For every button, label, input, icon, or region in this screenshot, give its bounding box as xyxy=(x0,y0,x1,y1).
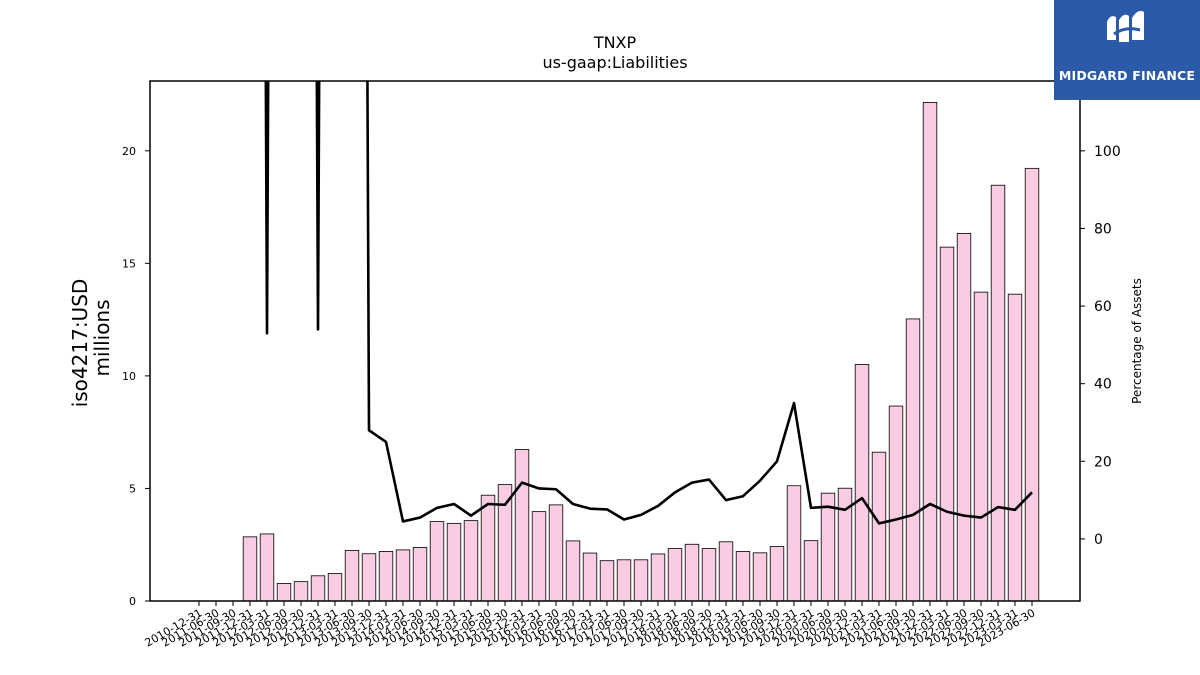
bar-2022-03-31 xyxy=(939,246,955,602)
chart-subtitle: us-gaap:Liabilities xyxy=(542,53,687,72)
right-tick-label: 60 xyxy=(1094,299,1112,315)
line-series xyxy=(264,81,1033,525)
left-tick-label: 10 xyxy=(122,370,136,383)
bar-2016-09-30 xyxy=(565,540,581,602)
logo-mark-icon xyxy=(1107,10,1144,42)
bar-2021-12-31 xyxy=(922,101,938,602)
bar-2017-06-30 xyxy=(616,559,632,602)
bar-2013-03-31 xyxy=(327,573,343,602)
bar-2022-12-31 xyxy=(990,184,1006,602)
bar-2018-09-30 xyxy=(701,548,717,602)
bar-2015-06-30 xyxy=(480,494,496,602)
bar-series xyxy=(242,101,1040,602)
left-tick-label: 15 xyxy=(122,257,136,270)
bar-2014-03-31 xyxy=(395,549,411,602)
bar-2016-12-31 xyxy=(582,552,598,602)
right-tick-label: 20 xyxy=(1094,454,1112,470)
bar-2017-09-30 xyxy=(633,559,649,602)
logo-text: MIDGARD FINANCE xyxy=(1058,68,1196,83)
bar-2018-03-31 xyxy=(667,548,683,602)
bar-2015-12-31 xyxy=(514,449,530,602)
right-tick-label: 0 xyxy=(1094,532,1103,548)
x-axis: 2010-12-312011-06-302011-09-302011-12-31… xyxy=(143,601,1038,650)
bar-2018-12-31 xyxy=(718,541,734,602)
bar-2012-06-30 xyxy=(276,583,292,602)
bar-2022-06-30 xyxy=(956,232,972,602)
bar-2013-06-30 xyxy=(344,549,360,602)
bar-2021-03-31 xyxy=(871,451,887,602)
bar-2018-06-30 xyxy=(684,543,700,602)
chart-title: TNXP xyxy=(593,33,637,52)
bar-2015-09-30 xyxy=(497,484,513,602)
bar-2020-06-30 xyxy=(820,492,836,602)
right-y-axis: 0 20 40 60 80 100 xyxy=(1080,144,1121,548)
left-axis-label-line-1: iso4217:USD xyxy=(68,279,92,408)
bar-2019-03-31 xyxy=(735,551,751,602)
bar-2019-12-31 xyxy=(786,485,802,602)
bar-2020-12-31 xyxy=(854,364,870,602)
bar-2014-09-30 xyxy=(429,521,445,602)
left-tick-label: 0 xyxy=(129,595,136,608)
midgard-finance-logo: MIDGARD FINANCE xyxy=(1054,0,1200,100)
bar-2012-03-31 xyxy=(259,533,275,602)
bar-2022-09-30 xyxy=(973,291,989,602)
left-tick-label: 20 xyxy=(122,145,136,158)
bar-2012-12-31 xyxy=(310,575,326,602)
bar-2016-03-31 xyxy=(531,511,547,602)
left-y-axis: 0 5 10 15 20 xyxy=(122,145,150,608)
right-tick-label: 80 xyxy=(1094,221,1112,237)
bar-2013-12-31 xyxy=(378,551,394,602)
bar-2019-06-30 xyxy=(752,552,768,602)
bar-2017-12-31 xyxy=(650,553,666,602)
bar-2012-09-30 xyxy=(293,581,309,602)
bar-2014-12-31 xyxy=(446,522,462,602)
bar-2014-06-30 xyxy=(412,547,428,602)
bar-2017-03-31 xyxy=(599,560,615,602)
bar-2021-06-30 xyxy=(888,405,904,602)
percentage-of-assets-line xyxy=(264,81,1033,525)
bar-2023-03-31 xyxy=(1007,293,1023,602)
bar-2013-09-30 xyxy=(361,553,377,602)
bar-2020-03-31 xyxy=(803,540,819,602)
right-tick-label: 40 xyxy=(1094,377,1112,393)
bar-2021-09-30 xyxy=(905,318,921,602)
left-axis-label-line-2: millions xyxy=(90,299,114,376)
right-axis-label: Percentage of Assets xyxy=(1130,278,1144,404)
bar-2023-06-30 xyxy=(1024,167,1040,602)
bar-2015-03-31 xyxy=(463,520,479,602)
bar-2016-06-30 xyxy=(548,504,564,602)
right-tick-label: 100 xyxy=(1094,144,1121,160)
left-tick-label: 5 xyxy=(129,482,136,495)
plot-frame xyxy=(149,80,1081,602)
bar-2019-09-30 xyxy=(769,546,785,602)
bar-2011-12-31 xyxy=(242,536,258,602)
